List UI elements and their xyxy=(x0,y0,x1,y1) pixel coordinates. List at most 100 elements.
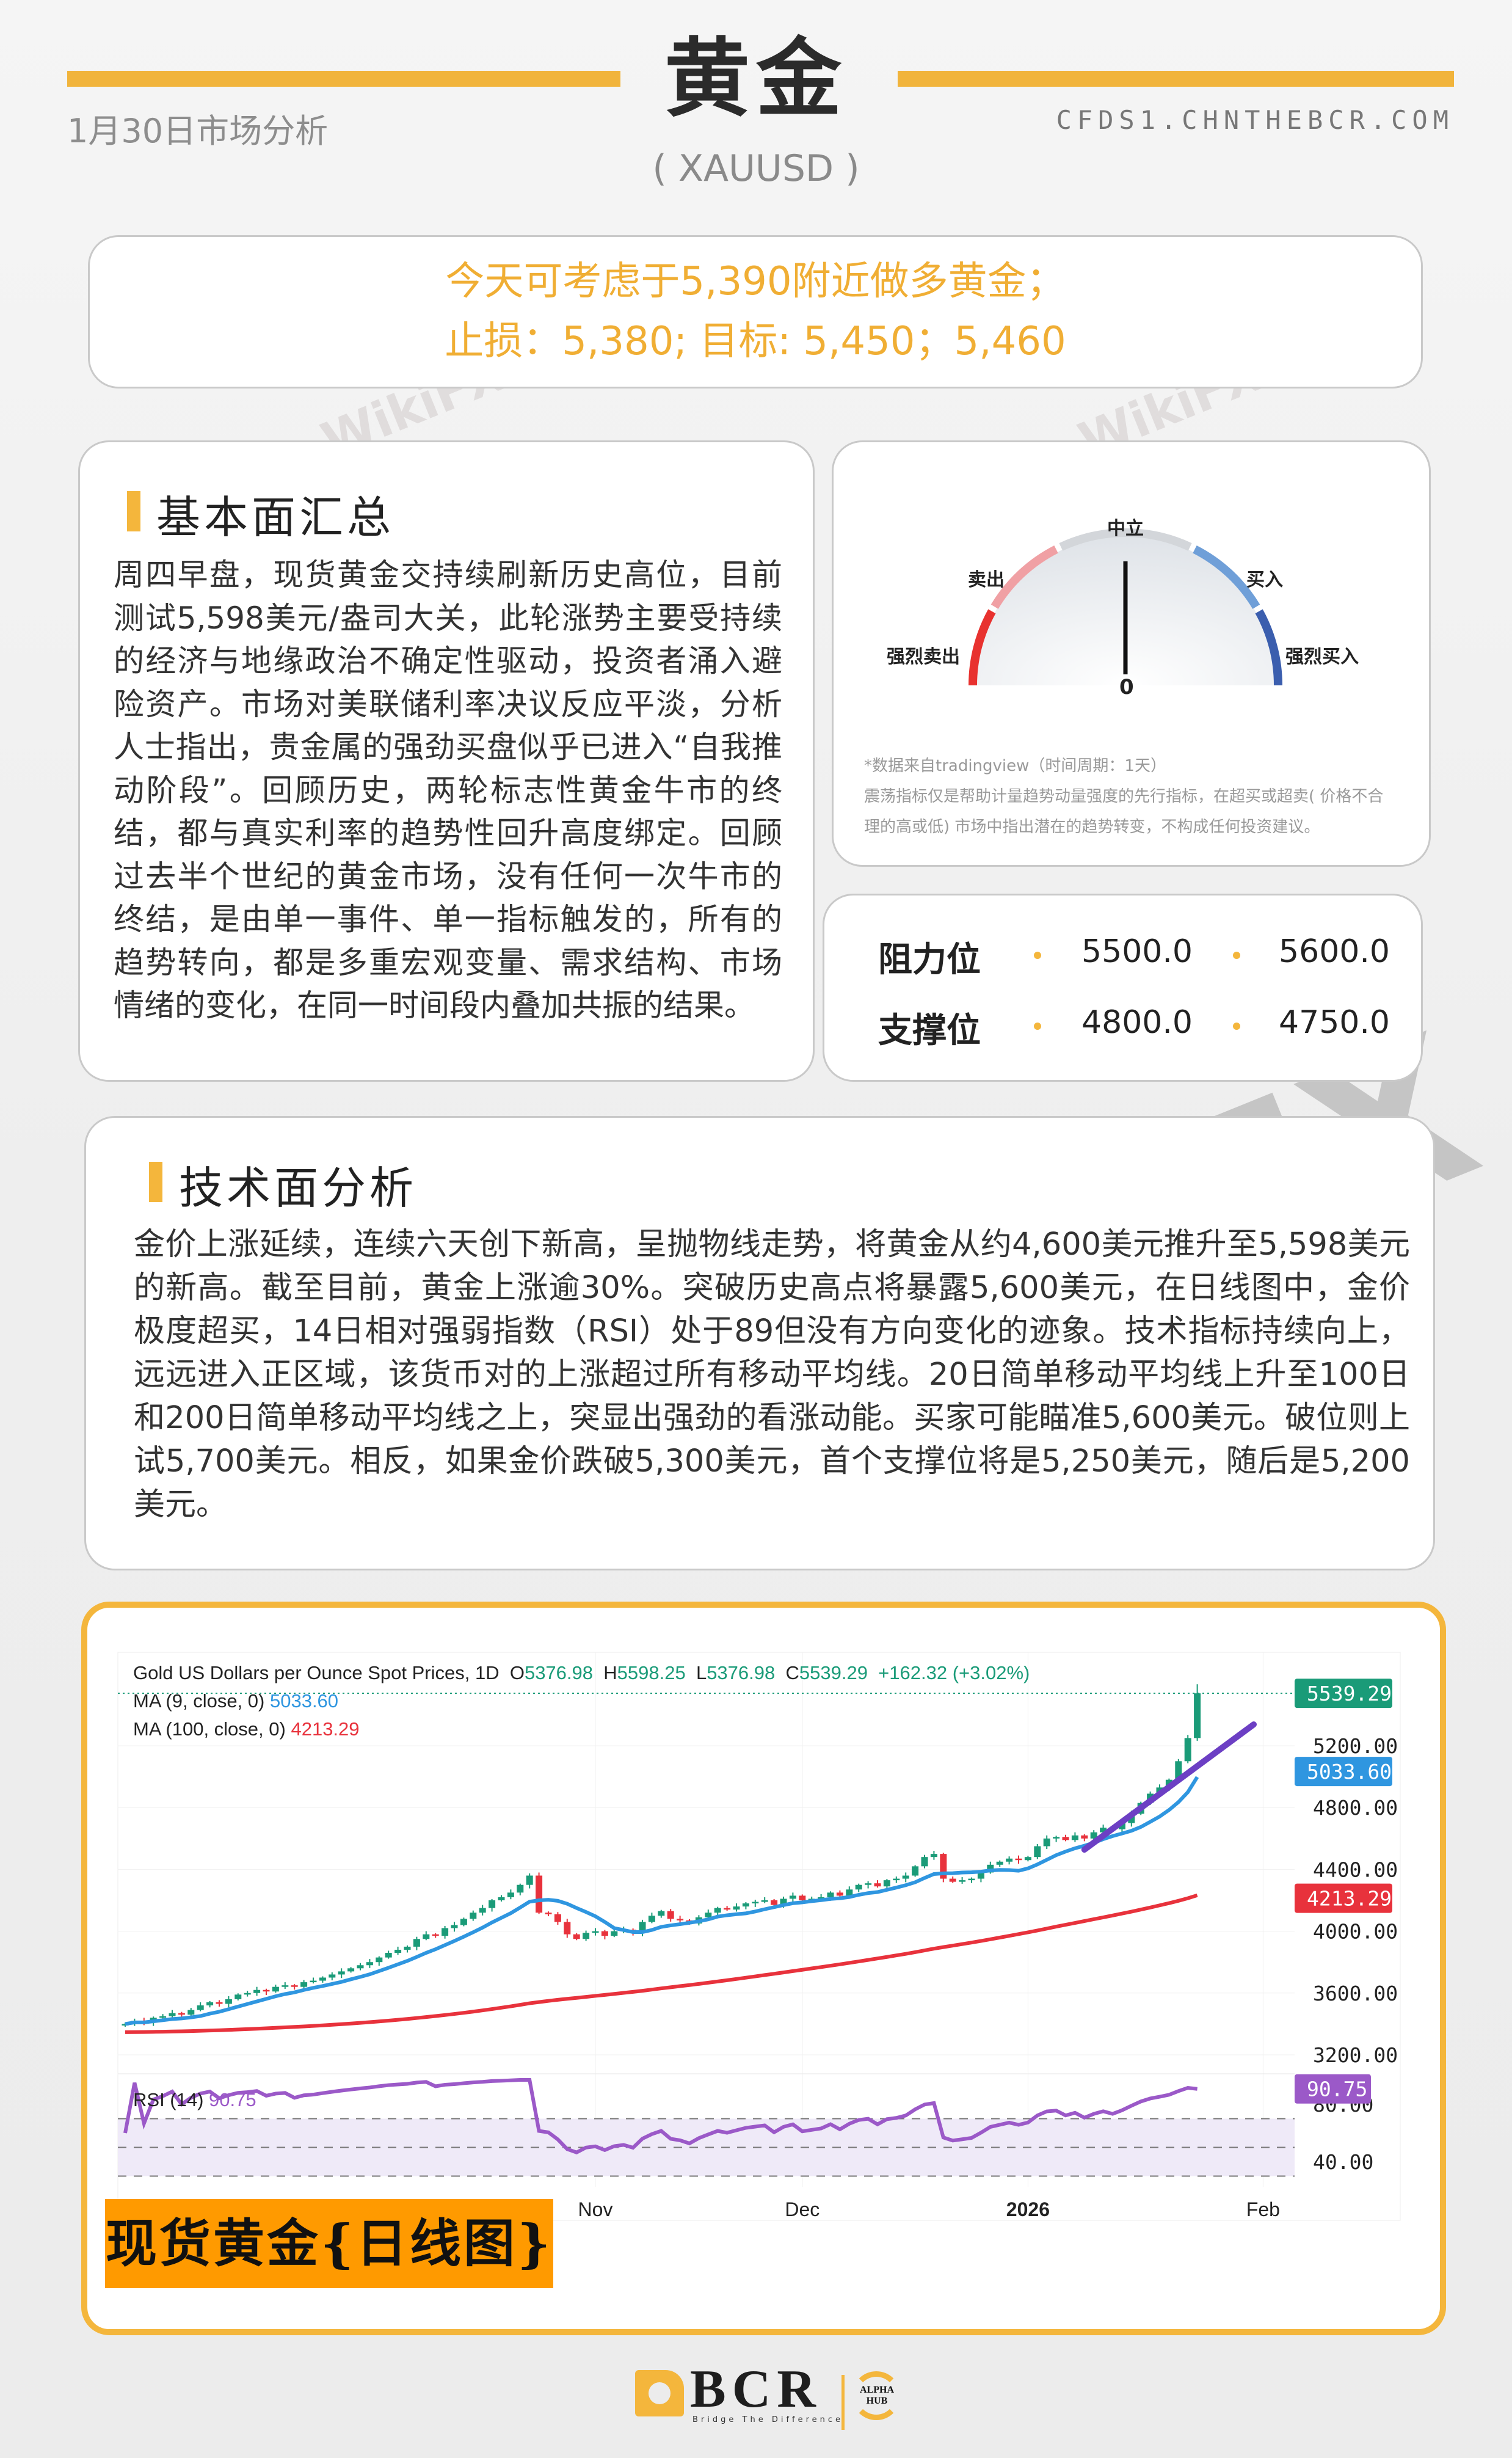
candle xyxy=(366,1962,373,1966)
candle xyxy=(470,1913,477,1919)
page-title: 黄金 xyxy=(664,29,848,129)
divider xyxy=(841,2375,845,2430)
candle xyxy=(122,2024,129,2026)
alpha-hub-logo xyxy=(852,2371,901,2420)
candle xyxy=(423,1934,430,1939)
y-tick-label: 4000.00 xyxy=(1313,1920,1398,1944)
candle xyxy=(1015,1858,1022,1861)
close-label: C xyxy=(785,1662,799,1683)
resistance-2: 5600.0 xyxy=(1279,933,1390,970)
gauge-arc-neutral xyxy=(1059,528,1192,551)
gauge-label-strong-buy: 强烈买入 xyxy=(1285,646,1359,668)
candle xyxy=(940,1854,947,1879)
candle xyxy=(300,1982,308,1987)
candle xyxy=(902,1875,909,1879)
candle xyxy=(253,1989,261,1993)
bullet-icon xyxy=(1034,1023,1041,1030)
rsi-tag-bg xyxy=(1295,2074,1371,2104)
candle xyxy=(526,1875,533,1885)
candle xyxy=(601,1931,608,1936)
x-tick-label: 2026 xyxy=(1006,2198,1050,2220)
candle xyxy=(855,1884,862,1890)
gauge-label-strong-sell: 强烈卖出 xyxy=(887,646,960,668)
candle xyxy=(658,1911,665,1916)
gauge-label-sell: 卖出 xyxy=(968,569,1005,591)
candle xyxy=(968,1878,975,1881)
candle xyxy=(394,1949,402,1953)
candle xyxy=(667,1911,674,1919)
fundamentals-card: 基本面汇总 周四早盘，现货黄金交持续刷新历史高位，目前测试5,598美元/盎司大… xyxy=(78,440,815,1082)
low-label: L xyxy=(696,1662,707,1683)
advice-line-2: 止损：5,380; 目标: 5,450；5,460 xyxy=(445,319,1066,364)
y-tick-label: 4400.00 xyxy=(1313,1858,1398,1881)
support-2: 4750.0 xyxy=(1279,1004,1390,1041)
x-tick-label: Dec xyxy=(785,2198,820,2220)
high-value: 5598.25 xyxy=(617,1662,686,1683)
candle xyxy=(705,1913,712,1917)
candle xyxy=(498,1897,505,1900)
candle xyxy=(742,1903,749,1907)
candle xyxy=(272,1986,279,1992)
candle xyxy=(404,1946,411,1950)
candle xyxy=(1062,1837,1069,1840)
candle xyxy=(187,2010,195,2015)
candle xyxy=(611,1931,618,1936)
bullet-icon xyxy=(1034,952,1041,959)
candle xyxy=(799,1895,806,1900)
brand-tagline: Bridge The Difference xyxy=(692,2415,844,2424)
candle xyxy=(197,2005,204,2010)
candle xyxy=(1194,1693,1201,1738)
candle xyxy=(761,1900,768,1902)
gauge-value: 0 xyxy=(1119,675,1134,699)
candle xyxy=(930,1854,937,1858)
chart-legend: Gold US Dollars per Ounce Spot Prices, 1… xyxy=(133,1659,1030,1743)
candle xyxy=(244,1993,251,1995)
candle xyxy=(479,1908,486,1913)
candle xyxy=(1184,1738,1191,1762)
candle xyxy=(234,1994,242,1999)
sentiment-gauge-card: 中立 卖出 买入 强烈卖出 强烈买入 0 *数据来自tradingview（时间… xyxy=(832,440,1431,867)
candle xyxy=(1034,1846,1041,1858)
candle xyxy=(329,1974,336,1978)
trade-advice-card: 今天可考虑于5,390附近做多黄金； 止损：5,380; 目标: 5,450；5… xyxy=(88,235,1423,388)
x-tick-label: Feb xyxy=(1246,2198,1280,2220)
candle xyxy=(159,2016,167,2018)
chart-title: Gold US Dollars per Ounce Spot Prices, 1… xyxy=(133,1662,500,1683)
gauge xyxy=(969,528,1282,686)
rsi-label: RSI (14) xyxy=(133,2089,204,2110)
candle xyxy=(178,2013,185,2015)
date-label: 1月30日市场分析 xyxy=(67,112,329,150)
technical-heading: 技术面分析 xyxy=(179,1162,418,1214)
high-label: H xyxy=(603,1662,617,1683)
technical-card: 技术面分析 金价上涨延续，连续六天创下新高，呈抛物线走势，将黄金从约4,600美… xyxy=(84,1116,1435,1570)
y-tick-label: 3200.00 xyxy=(1313,2043,1398,2067)
candle xyxy=(413,1939,420,1947)
site-url[interactable]: CFDS1.CHNTHEBCR.COM xyxy=(1056,105,1454,135)
ma100-tag: 4213.29 xyxy=(1307,1887,1392,1911)
candle xyxy=(724,1908,731,1910)
gauge-arc-strong-buy xyxy=(1255,609,1282,686)
chart-caption: 现货黄金{日线图} xyxy=(105,2199,553,2288)
candle xyxy=(564,1922,571,1935)
candle xyxy=(507,1892,514,1897)
candle xyxy=(949,1878,956,1882)
candle xyxy=(583,1933,590,1939)
candle xyxy=(338,1971,345,1975)
resistance-label: 阻力位 xyxy=(878,940,981,980)
candle xyxy=(376,1957,383,1963)
heading-accent-bar xyxy=(149,1162,162,1202)
rsi-tick-label: 40.00 xyxy=(1313,2150,1373,2174)
gauge-arc-sell xyxy=(990,545,1058,609)
candle xyxy=(169,2013,176,2016)
candle xyxy=(357,1965,364,1969)
candle xyxy=(1071,1835,1078,1840)
candle xyxy=(1006,1858,1013,1862)
candle xyxy=(780,1898,787,1905)
candle xyxy=(517,1884,524,1893)
candle xyxy=(554,1914,561,1922)
y-tick-label: 5200.00 xyxy=(1313,1734,1398,1758)
candle xyxy=(771,1900,778,1905)
gauge-arc-buy xyxy=(1193,545,1260,609)
candle xyxy=(996,1861,1003,1865)
